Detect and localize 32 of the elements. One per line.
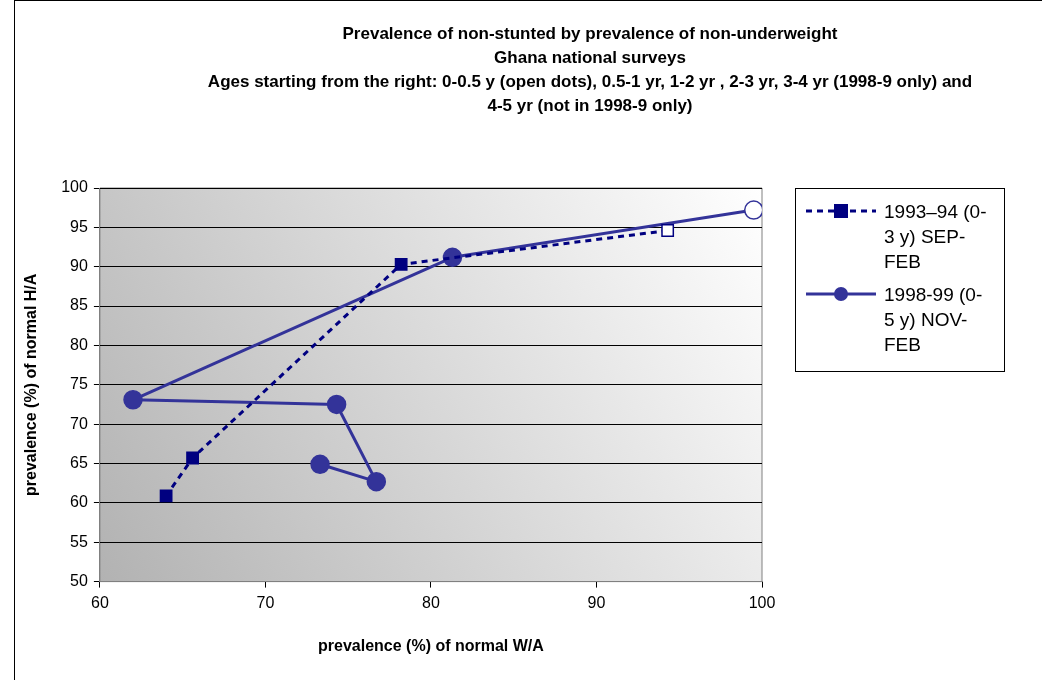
point [394,257,408,271]
y-tick-label: 80 [70,335,88,353]
y-tick-label: 100 [61,178,88,196]
y-tick-label: 65 [70,453,88,471]
x-axis-title: prevalence (%) of normal W/A [318,636,545,654]
point [661,224,675,237]
point [159,489,173,503]
legend-label: 1993–94 (0-3 y) SEP-FEB [884,200,988,274]
legend-label: 1998-99 (0-5 y) NOV-FEB [884,283,984,357]
y-axis-title: prevalence (%) of normal H/A [22,273,40,496]
x-tick-label: 70 [256,593,275,611]
x-tick-label: 100 [748,593,776,611]
text: Ages starting from the right: 0-0.5 y (open dots), 0.5-1 yr, 1-2 yr , 2-3 yr, 3-4 yr (1998-9 only) and 4-5 yr (not in 1998-9 only) [206,71,974,117]
x-tick-label: 80 [422,593,440,611]
x-tick-label: 60 [91,593,109,611]
y-tick-label: 75 [70,375,88,393]
point [310,454,330,475]
y-tick-label: 50 [70,572,88,590]
point [743,200,762,220]
x-tick-label: 90 [587,593,606,611]
y-tick-label: 55 [70,532,88,550]
y-tick-label: 85 [70,296,88,314]
y-tick-label: 60 [70,493,88,511]
chart-title: Prevalence of non-stunted by prevalence of non-underweight [341,23,839,45]
y-tick-label: 70 [70,414,88,432]
point [186,451,199,465]
chart-subtitle: Ghana national surveys [493,47,687,69]
point [366,471,387,492]
point [326,394,347,415]
y-tick-label: 95 [70,217,88,235]
point [123,390,143,410]
y-tick-label: 90 [70,257,88,275]
